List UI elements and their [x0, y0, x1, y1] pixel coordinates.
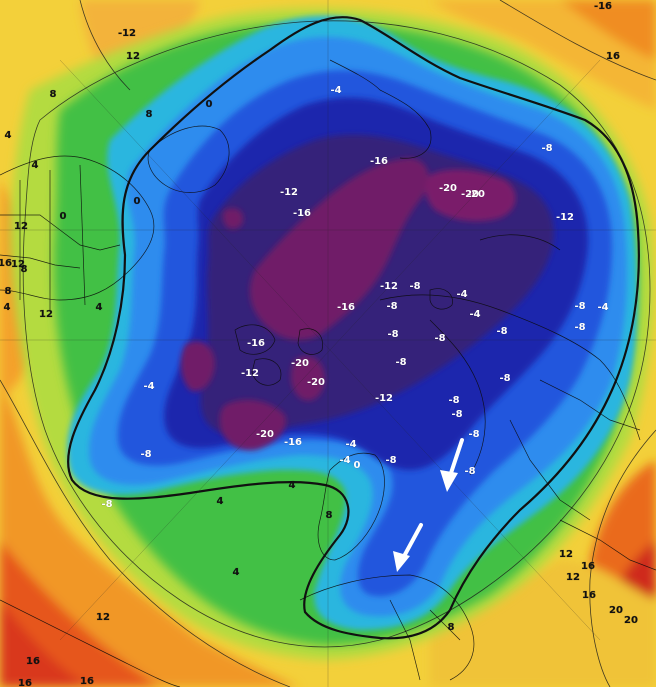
contour-label: -4: [456, 289, 467, 300]
contour-label: -4: [339, 455, 350, 466]
contour-label: 12: [96, 612, 110, 623]
contour-label: 16: [80, 676, 94, 687]
contour-label: -8: [385, 455, 396, 466]
contour-label: -16: [284, 437, 302, 448]
contour-label: -4: [330, 85, 341, 96]
contour-label: 12: [126, 51, 140, 62]
contour-label: 4: [217, 496, 224, 507]
contour-label: -20: [307, 377, 325, 388]
contour-label: 4: [32, 160, 39, 171]
contour-label: -20: [467, 189, 485, 200]
contour-label: -4: [597, 302, 608, 313]
contour-label: 4: [289, 480, 296, 491]
contour-label: 16: [581, 561, 595, 572]
contour-label: 8: [21, 264, 28, 275]
contour-label: 0: [134, 196, 141, 207]
contour-label: 16: [18, 678, 32, 687]
contour-label: 16: [0, 258, 12, 269]
contour-label: -8: [387, 329, 398, 340]
contour-label: -8: [434, 333, 445, 344]
contour-label: 16: [582, 590, 596, 601]
contour-label: -8: [101, 499, 112, 510]
contour-label: 12: [566, 572, 580, 583]
contour-label: 12: [14, 221, 28, 232]
contour-label: -8: [464, 466, 475, 477]
contour-label: -4: [469, 309, 480, 320]
contour-label: -16: [293, 208, 311, 219]
contour-label: -8: [395, 357, 406, 368]
contour-label: -8: [541, 143, 552, 154]
contour-label: -12: [380, 281, 398, 292]
contour-label: 0: [206, 99, 213, 110]
contour-label: 0: [354, 460, 361, 471]
contour-label: -16: [247, 338, 265, 349]
contour-label: -16: [370, 156, 388, 167]
contour-label: -8: [448, 395, 459, 406]
contour-label: 8: [448, 622, 455, 633]
contour-label: -4: [345, 439, 356, 450]
contour-label: 12: [559, 549, 573, 560]
contour-label: -8: [574, 322, 585, 333]
contour-label: 4: [5, 130, 12, 141]
contour-label: -12: [280, 187, 298, 198]
contour-label: -20: [439, 183, 457, 194]
contour-labels: -1212-161680-44-8-20-16-12-16-20-20-12-8…: [0, 1, 638, 687]
contour-label: -20: [256, 429, 274, 440]
arrow-1: [440, 438, 464, 492]
contour-label: 16: [26, 656, 40, 667]
contour-label: 4: [4, 302, 11, 313]
contour-label: 20: [609, 605, 623, 616]
contour-label: 4: [96, 302, 103, 313]
contour-label: 8: [50, 89, 57, 100]
contour-label: 12: [39, 309, 53, 320]
contour-label: -8: [468, 429, 479, 440]
contour-label: -16: [337, 302, 355, 313]
contour-label: -8: [496, 326, 507, 337]
contour-label: -20: [461, 189, 479, 200]
contour-label: -8: [386, 301, 397, 312]
contour-label: 4: [233, 567, 240, 578]
contour-label: -8: [140, 449, 151, 460]
contour-label: -12: [375, 393, 393, 404]
contour-label: 12: [11, 259, 25, 270]
arrow-2: [393, 523, 423, 572]
contour-label: -8: [574, 301, 585, 312]
contour-label: 8: [326, 510, 333, 521]
contour-label: -12: [556, 212, 574, 223]
contour-label: 8: [146, 109, 153, 120]
contour-label: -8: [451, 409, 462, 420]
magenta-cores: [180, 158, 516, 451]
contour-label: -8: [499, 373, 510, 384]
contour-label: 20: [624, 615, 638, 626]
contour-label: 8: [5, 286, 12, 297]
contour-label: -4: [143, 381, 154, 392]
contour-label: -20: [291, 358, 309, 369]
contour-label: -12: [118, 28, 136, 39]
contour-label: -16: [594, 1, 612, 12]
contour-label: -8: [409, 281, 420, 292]
contour-label: -12: [241, 368, 259, 379]
contour-label: 16: [606, 51, 620, 62]
contour-label: 0: [60, 211, 67, 222]
zero-contour: [67, 16, 640, 640]
